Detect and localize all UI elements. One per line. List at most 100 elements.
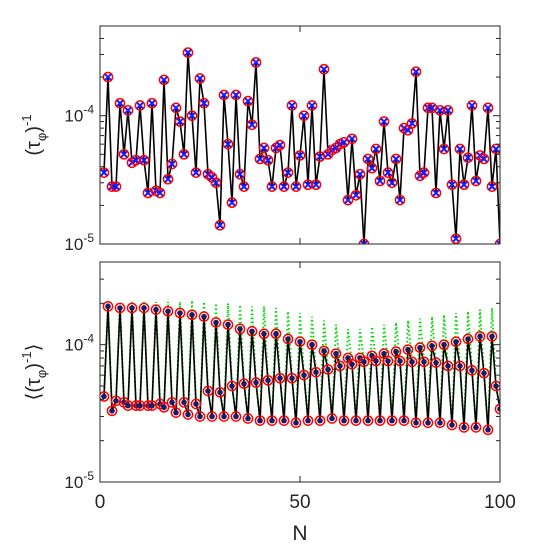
marker-navy-dot bbox=[193, 401, 199, 407]
marker-blue-x bbox=[304, 180, 312, 189]
marker-navy-dot bbox=[341, 417, 347, 424]
marker-red-circle bbox=[350, 189, 362, 201]
marker-blue-x bbox=[452, 234, 460, 243]
marker-red-circle bbox=[318, 63, 330, 75]
marker-red-circle bbox=[406, 118, 418, 129]
y-axis-label: (τφ)-1 bbox=[19, 114, 49, 155]
marker-red-circle bbox=[218, 411, 230, 422]
marker-blue-x bbox=[460, 180, 468, 189]
marker-red-circle bbox=[258, 142, 270, 154]
marker-blue-x bbox=[228, 198, 236, 207]
marker-red-circle bbox=[470, 175, 482, 187]
marker-navy-dot bbox=[169, 399, 175, 406]
marker-blue-x bbox=[456, 145, 464, 153]
marker-navy-dot bbox=[165, 308, 171, 315]
marker-red-circle bbox=[122, 400, 134, 411]
marker-navy-dot bbox=[485, 426, 491, 433]
marker-blue-x bbox=[140, 156, 148, 164]
marker-red-circle bbox=[226, 380, 238, 392]
marker-blue-x bbox=[168, 160, 176, 168]
marker-navy-dot bbox=[421, 359, 427, 365]
marker-blue-x bbox=[312, 180, 320, 189]
marker-navy-dot bbox=[277, 375, 283, 382]
marker-red-circle bbox=[458, 179, 470, 191]
marker-red-circle bbox=[402, 344, 414, 355]
marker-red-circle bbox=[254, 153, 266, 165]
marker-red-circle bbox=[442, 105, 454, 116]
marker-navy-dot bbox=[381, 350, 387, 357]
marker-navy-dot bbox=[325, 366, 331, 373]
x-tick-label: 0 bbox=[95, 492, 106, 513]
marker-red-circle bbox=[162, 305, 174, 317]
marker-red-circle bbox=[100, 167, 110, 178]
marker-red-circle bbox=[418, 167, 430, 178]
marker-navy-dot bbox=[433, 359, 439, 366]
marker-red-circle bbox=[466, 100, 478, 111]
marker-navy-dot bbox=[345, 355, 351, 361]
marker-blue-x bbox=[392, 155, 400, 163]
marker-red-circle bbox=[250, 57, 262, 68]
marker-red-circle bbox=[458, 422, 470, 433]
marker-red-circle bbox=[134, 100, 146, 111]
marker-blue-x bbox=[372, 145, 380, 153]
series-group bbox=[100, 300, 500, 436]
marker-red-circle bbox=[242, 95, 254, 107]
marker-navy-dot bbox=[321, 348, 327, 354]
marker-red-circle bbox=[266, 415, 278, 426]
marker-blue-x bbox=[176, 117, 184, 126]
marker-red-circle bbox=[286, 372, 298, 384]
marker-blue-x bbox=[104, 73, 112, 81]
marker-red-circle bbox=[262, 154, 274, 166]
marker-navy-dot bbox=[241, 380, 247, 387]
marker-red-circle bbox=[370, 143, 382, 155]
marker-red-circle bbox=[238, 378, 250, 390]
marker-red-circle bbox=[438, 339, 450, 351]
marker-navy-dot bbox=[105, 303, 111, 310]
marker-red-circle bbox=[362, 153, 374, 165]
marker-red-circle bbox=[274, 139, 286, 151]
marker-blue-x bbox=[164, 175, 172, 183]
marker-navy-dot bbox=[469, 367, 475, 374]
marker-blue-x bbox=[248, 121, 256, 129]
marker-navy-dot bbox=[221, 413, 227, 420]
marker-navy-dot bbox=[397, 358, 403, 364]
marker-red-circle bbox=[370, 355, 382, 367]
marker-blue-x bbox=[432, 189, 440, 197]
marker-red-circle bbox=[478, 153, 490, 165]
marker-red-circle bbox=[422, 417, 434, 429]
marker-blue-x bbox=[244, 97, 252, 105]
marker-red-circle bbox=[198, 311, 210, 322]
marker-navy-dot bbox=[441, 341, 447, 348]
bottom-panel: 10-5 10-4 0 50 100 N ⟨(τφ)-1⟩ bbox=[19, 261, 516, 545]
marker-blue-x bbox=[180, 150, 188, 159]
marker-navy-dot bbox=[249, 328, 255, 335]
y-axis-label: ⟨(τφ)-1⟩ bbox=[19, 344, 49, 401]
marker-blue-x bbox=[408, 119, 416, 128]
marker-red-circle bbox=[410, 417, 422, 429]
marker-red-circle bbox=[354, 168, 366, 180]
marker-red-circle bbox=[394, 194, 406, 206]
marker-navy-dot bbox=[293, 419, 299, 426]
marker-blue-x bbox=[188, 111, 196, 120]
marker-blue-x bbox=[352, 191, 360, 199]
marker-red-circle bbox=[158, 74, 170, 86]
marker-red-circle bbox=[298, 110, 310, 122]
marker-navy-dot bbox=[237, 326, 243, 332]
marker-navy-dot bbox=[309, 341, 315, 348]
marker-red-circle bbox=[346, 133, 358, 145]
marker-navy-dot bbox=[449, 422, 455, 428]
marker-red-circle bbox=[110, 181, 122, 192]
marker-red-circle bbox=[162, 173, 174, 185]
marker-red-circle bbox=[490, 380, 500, 392]
marker-red-circle bbox=[174, 307, 186, 319]
marker-navy-dot bbox=[261, 331, 267, 337]
marker-red-circle bbox=[194, 73, 206, 84]
series-group bbox=[100, 47, 500, 244]
marker-blue-x bbox=[236, 170, 244, 178]
marker-red-circle bbox=[118, 148, 130, 160]
series-line-black bbox=[103, 52, 500, 244]
marker-red-circle bbox=[382, 167, 394, 178]
marker-red-circle bbox=[282, 167, 294, 178]
marker-red-circle bbox=[346, 358, 358, 370]
marker-red-circle bbox=[234, 168, 246, 180]
